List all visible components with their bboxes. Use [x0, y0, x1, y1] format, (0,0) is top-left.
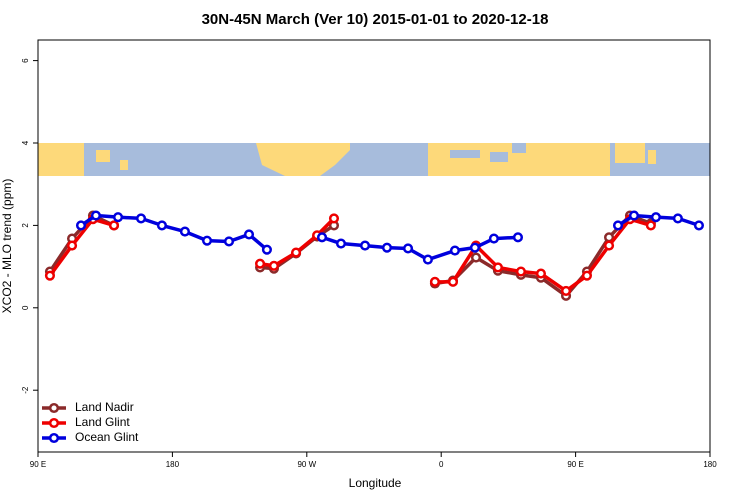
- y-tick-label: 6: [21, 58, 30, 63]
- x-tick-label: 90 E: [30, 460, 46, 469]
- x-tick-label: 0: [439, 460, 444, 469]
- series-line: [48, 213, 652, 298]
- data-point: [112, 212, 124, 223]
- data-point: [470, 252, 482, 263]
- x-axis-label: Longitude: [349, 476, 402, 490]
- legend-marker: [48, 402, 60, 414]
- data-point: [66, 240, 78, 251]
- data-point: [255, 258, 266, 269]
- data-point: [449, 245, 460, 256]
- data-point: [179, 226, 190, 237]
- y-tick-label: 4: [21, 140, 30, 145]
- data-point: [672, 213, 683, 224]
- data-point: [328, 213, 340, 224]
- data-point: [223, 236, 235, 247]
- data-point: [512, 232, 524, 243]
- data-point: [693, 220, 704, 231]
- legend-label: Land Nadir: [75, 400, 134, 414]
- data-point: [515, 266, 526, 277]
- data-point: [44, 270, 55, 281]
- legend-label: Land Glint: [75, 415, 130, 429]
- legend-marker: [48, 417, 60, 429]
- x-tick-label: 180: [166, 460, 180, 469]
- plot-frame: [37, 39, 711, 453]
- data-point: [581, 270, 592, 281]
- x-tick-label: 90 W: [297, 460, 316, 469]
- data-point: [402, 243, 414, 254]
- data-point: [359, 240, 371, 251]
- y-tick-label: 2: [21, 223, 30, 228]
- data-point: [628, 210, 640, 221]
- x-tick-label: 180: [703, 460, 717, 469]
- legend-marker: [48, 432, 60, 444]
- data-point: [612, 220, 624, 231]
- data-point: [488, 233, 499, 244]
- data-point: [156, 220, 167, 231]
- y-tick-label: -2: [21, 386, 30, 394]
- y-tick-label: 0: [21, 305, 30, 310]
- data-point: [381, 242, 393, 253]
- data-point: [422, 254, 433, 265]
- legend-label: Ocean Glint: [75, 430, 139, 444]
- data-point: [650, 212, 661, 223]
- data-point: [560, 285, 572, 296]
- data-point: [290, 247, 302, 258]
- data-point: [535, 268, 547, 279]
- data-point: [268, 260, 279, 271]
- data-point: [492, 262, 503, 273]
- data-point: [261, 244, 272, 255]
- x-tick-label: 90 E: [567, 460, 583, 469]
- data-point: [335, 238, 347, 249]
- data-point: [469, 242, 480, 253]
- data-point: [645, 220, 656, 231]
- series-line: [48, 217, 652, 293]
- data-point: [90, 210, 101, 221]
- data-point: [243, 229, 255, 240]
- data-point: [135, 213, 147, 224]
- data-point: [604, 240, 615, 251]
- data-point: [447, 276, 459, 287]
- data-point: [316, 232, 328, 243]
- map-strip: [38, 143, 710, 176]
- data-point: [75, 220, 87, 231]
- chart-title: 30N-45N March (Ver 10) 2015-01-01 to 202…: [202, 11, 549, 28]
- data-point: [429, 276, 440, 287]
- data-point: [108, 220, 120, 231]
- data-point: [201, 235, 213, 246]
- y-axis-label: XCO2 - MLO trend (ppm): [0, 179, 14, 314]
